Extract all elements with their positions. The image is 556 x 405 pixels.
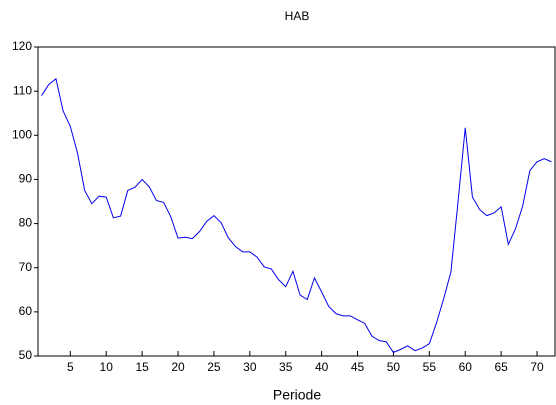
x-tick-label: 50 xyxy=(387,360,401,374)
x-tick-label: 15 xyxy=(135,360,149,374)
x-tick-label: 70 xyxy=(530,360,544,374)
x-tick-label: 30 xyxy=(243,360,257,374)
y-tick-label: 70 xyxy=(19,260,33,274)
y-tick-label: 90 xyxy=(19,172,33,186)
plot-frame xyxy=(37,46,556,357)
x-tick-label: 5 xyxy=(67,360,74,374)
x-tick-label: 60 xyxy=(459,360,473,374)
y-tick-label: 100 xyxy=(12,127,32,141)
x-tick-label: 20 xyxy=(171,360,185,374)
x-tick-label: 65 xyxy=(494,360,508,374)
y-tick-label: 110 xyxy=(13,83,32,97)
x-tick-label: 45 xyxy=(351,360,365,374)
x-tick-label: 10 xyxy=(100,360,114,374)
y-tick-label: 50 xyxy=(19,348,33,362)
x-axis-label: Periode xyxy=(273,387,321,403)
x-tick-label: 55 xyxy=(423,360,437,374)
y-tick-label: 60 xyxy=(19,304,33,318)
chart-title: HAB xyxy=(285,9,310,23)
x-tick-label: 25 xyxy=(207,360,221,374)
y-tick-label: 80 xyxy=(19,216,33,230)
x-tick-label: 40 xyxy=(315,360,329,374)
data-line xyxy=(41,77,552,354)
x-tick-label: 35 xyxy=(279,360,293,374)
y-tick-label: 120 xyxy=(12,39,32,53)
